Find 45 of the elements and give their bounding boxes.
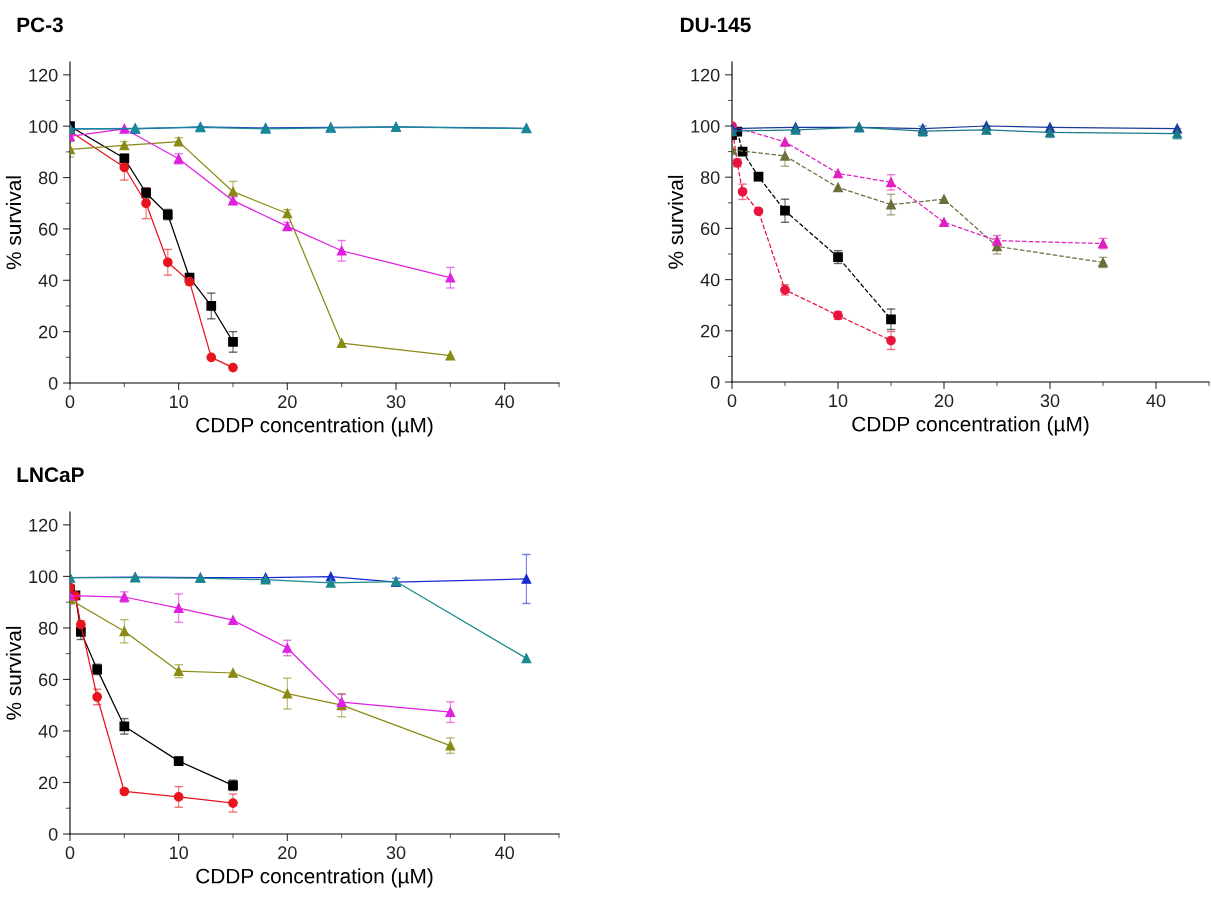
x-axis-title: CDDP concentration (µM): [196, 417, 433, 437]
y-tick-label: 80: [700, 171, 720, 184]
y-tick-label: 40: [38, 274, 58, 287]
x-tick-label: 10: [829, 394, 848, 408]
y-tick-label: 120: [29, 68, 58, 82]
y-tick-label: 60: [39, 222, 58, 236]
x-axis-title: CDDP concentration (µM): [196, 868, 433, 888]
x-tick-label: 10: [170, 395, 188, 409]
x-tick-label: 0: [727, 394, 737, 408]
x-tick-label: 0: [65, 846, 75, 860]
y-axis-title: % survival: [667, 175, 684, 269]
y-tick-label: 60: [39, 673, 58, 687]
y-tick-label: 0: [710, 375, 720, 389]
x-tick-label: 20: [278, 846, 297, 860]
y-tick-label: 80: [38, 621, 58, 635]
x-tick-label: 20: [934, 394, 954, 408]
y-tick-label: 120: [29, 518, 58, 532]
x-tick-label: 30: [386, 846, 406, 860]
x-tick-label: 40: [1146, 394, 1166, 408]
x-axis-title: CDDP concentration (µM): [852, 416, 1089, 436]
x-tick-label: 30: [1040, 394, 1060, 408]
x-tick-label: 0: [65, 395, 75, 409]
y-tick-label: 20: [701, 324, 720, 338]
y-tick-label: 100: [29, 120, 58, 133]
y-tick-label: 80: [38, 171, 58, 185]
chart-title: LNCaP: [17, 467, 84, 483]
y-tick-label: 0: [48, 827, 58, 841]
y-tick-label: 100: [29, 570, 58, 584]
chart-title: DU-145: [680, 17, 751, 33]
y-axis-title: % survival: [5, 176, 22, 270]
x-tick-label: 40: [495, 846, 514, 860]
y-tick-label: 20: [39, 325, 58, 339]
chart-title: PC-3: [17, 17, 63, 33]
x-tick-label: 30: [386, 395, 406, 409]
x-tick-label: 40: [495, 395, 514, 409]
x-tick-label: 20: [278, 395, 297, 409]
y-tick-label: 40: [38, 724, 58, 738]
y-tick-label: 120: [691, 68, 720, 82]
y-axis-title: % survival: [5, 626, 22, 720]
y-tick-label: 40: [700, 273, 720, 287]
x-tick-label: 10: [170, 846, 188, 860]
y-tick-label: 0: [48, 376, 58, 390]
y-tick-label: 100: [691, 119, 720, 133]
y-tick-label: 60: [701, 222, 720, 236]
y-tick-label: 20: [39, 776, 58, 790]
